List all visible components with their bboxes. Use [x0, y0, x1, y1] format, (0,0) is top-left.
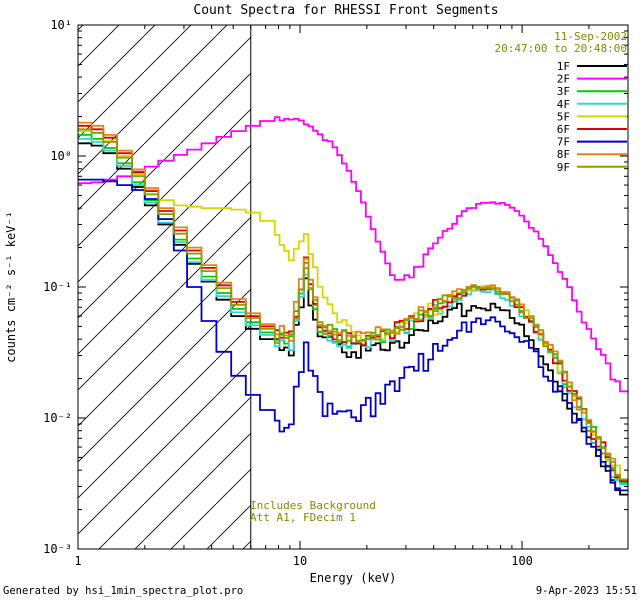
x-tick-label: 100: [511, 554, 533, 568]
legend-label-9F: 9F: [557, 161, 570, 174]
x-tick-label: 1: [74, 554, 81, 568]
tick-labels: 1 10 100 10⁻³ 10⁻² 10⁻¹ 10⁰ 10¹: [43, 18, 533, 568]
x-tick-label: 10: [293, 554, 307, 568]
y-tick-label: 10¹: [50, 18, 72, 32]
attenuator-note: Att A1, FDecim 1: [250, 511, 356, 524]
plot-title: Count Spectra for RHESSI Front Segments: [193, 3, 498, 18]
legend-label-2F: 2F: [557, 73, 570, 86]
legend-label-4F: 4F: [557, 98, 570, 111]
series-line-9F: [78, 128, 628, 481]
series-line-7F: [78, 178, 628, 492]
hatched-low-energy-region: [78, 25, 251, 549]
y-tick-label: 10⁻²: [43, 411, 72, 425]
legend-label-5F: 5F: [557, 110, 570, 123]
chart-layers: 1 10 100 10⁻³ 10⁻² 10⁻¹ 10⁰ 10¹ 1F2F3F4F5F6F7F8F…: [43, 18, 629, 568]
x-axis-label: Energy (keV): [310, 571, 397, 585]
legend-label-3F: 3F: [557, 85, 570, 98]
legend-label-7F: 7F: [557, 136, 570, 149]
footer-left: Generated by hsi_1min_spectra_plot.pro: [3, 585, 243, 597]
background-note: Includes Background: [250, 499, 376, 512]
y-tick-label: 10⁰: [50, 149, 72, 163]
series-line-2F: [78, 116, 628, 393]
footer-right: 9-Apr-2023 15:51: [536, 585, 637, 597]
date-label: 11-Sep-2002: [554, 30, 627, 43]
series-line-3F: [78, 134, 628, 484]
legend-label-8F: 8F: [557, 148, 570, 161]
y-tick-label: 10⁻¹: [43, 280, 72, 294]
legend-label-1F: 1F: [557, 60, 570, 73]
y-axis-label: counts cm⁻² s⁻¹ keV⁻¹: [4, 211, 18, 363]
axis-ticks: [77, 24, 628, 550]
time-range-label: 20:47:00 to 20:48:00: [495, 42, 627, 55]
axes-frame: [77, 24, 629, 550]
legend-label-6F: 6F: [557, 123, 570, 136]
y-tick-label: 10⁻³: [43, 542, 72, 556]
